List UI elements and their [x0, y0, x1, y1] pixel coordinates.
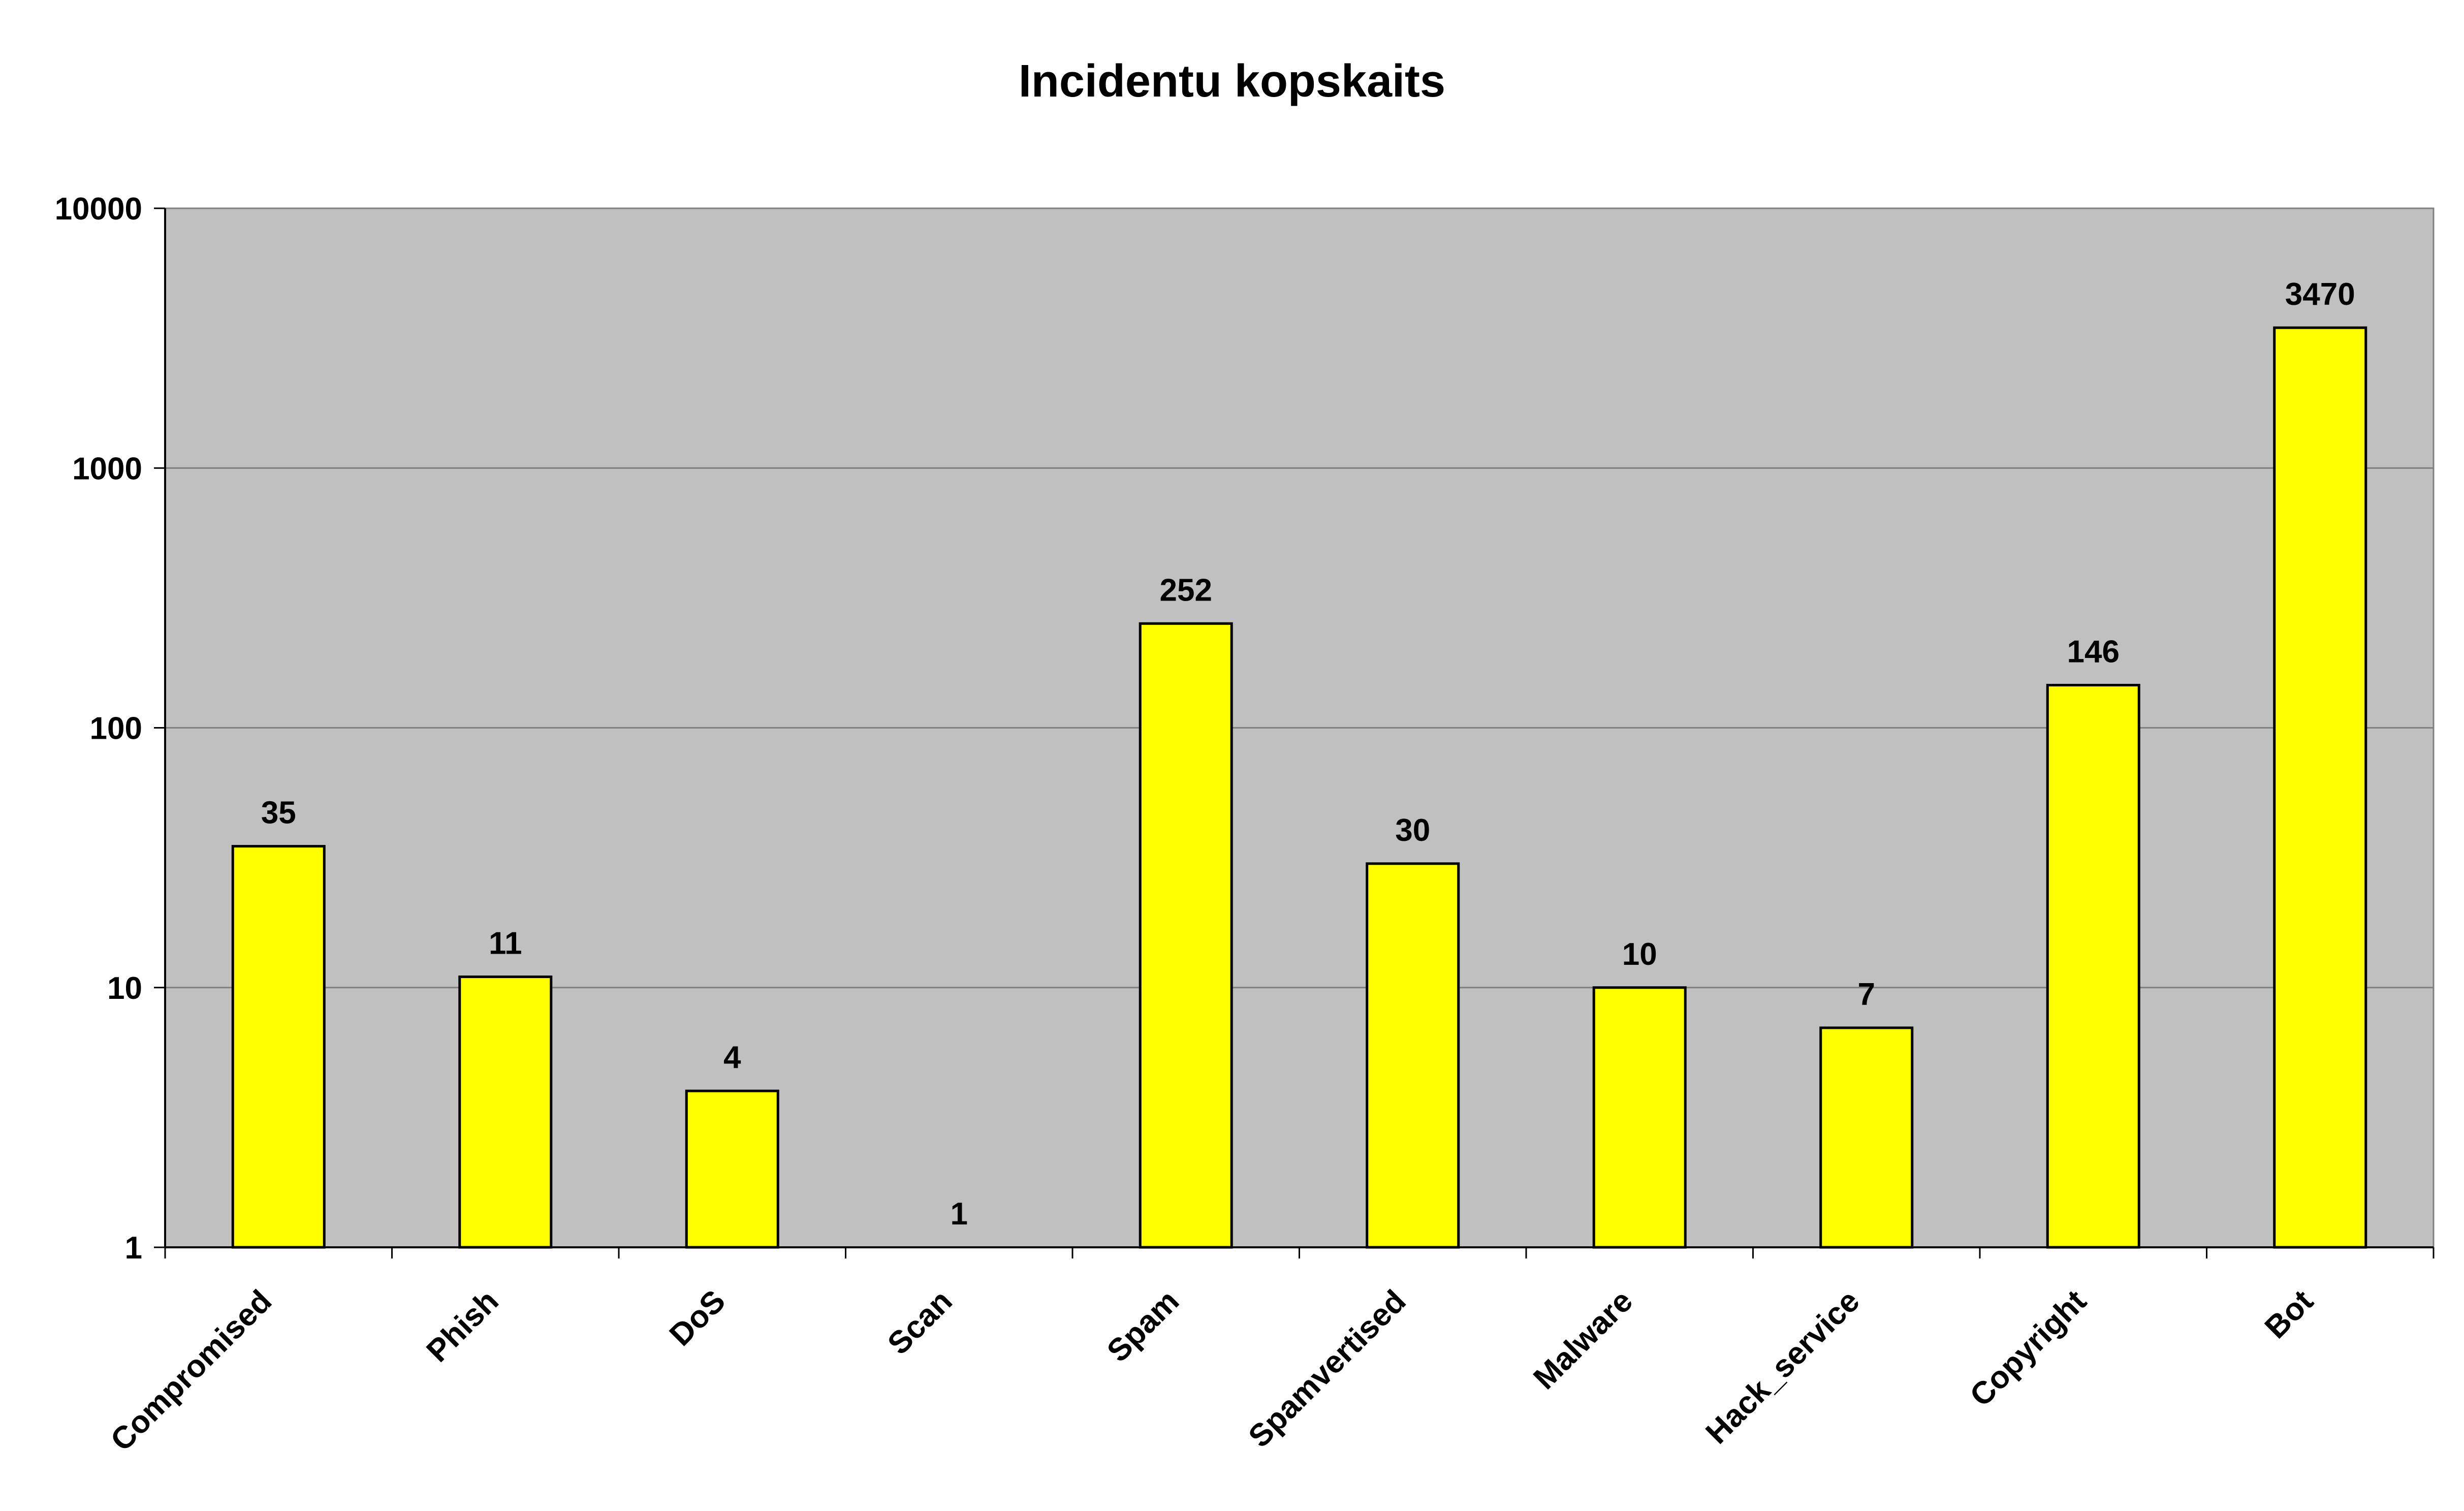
data-label: 35	[261, 796, 296, 831]
bar-copyright	[2046, 683, 2140, 1249]
x-tick-label: DoS	[663, 1283, 732, 1352]
bar-dos	[685, 1089, 779, 1249]
data-label: 146	[2067, 634, 2120, 669]
x-tick-label: Spamvertised	[1242, 1283, 1412, 1454]
y-tick-label: 1	[125, 1231, 142, 1266]
bar-spamvertised	[1366, 862, 1460, 1249]
x-tick-label: Hack_service	[1699, 1283, 1867, 1451]
bar-bot	[2273, 326, 2367, 1249]
x-tick-label: Spam	[1100, 1283, 1186, 1369]
data-label: 252	[1160, 573, 1212, 608]
bar-hack_service	[1819, 1026, 1914, 1249]
x-tick-label: Copyright	[1963, 1283, 2093, 1413]
y-tick-label: 10000	[55, 192, 142, 227]
x-axis-labels: Compromised Phish DoS Scan Spam Spamvertised M…	[104, 1283, 2320, 1458]
y-axis-ticks: 1 10 100 1000 10000	[55, 192, 165, 1266]
x-tick-label: Scan	[881, 1283, 959, 1362]
data-label: 10	[1622, 937, 1657, 972]
bar-spam	[1139, 622, 1233, 1249]
bar-malware	[1592, 986, 1687, 1249]
data-label: 3470	[2285, 277, 2355, 312]
bar-compromised	[231, 845, 326, 1249]
y-tick-label: 10	[107, 971, 142, 1006]
x-tick-label: Compromised	[104, 1283, 279, 1458]
data-label: 4	[723, 1040, 741, 1075]
x-tick-label: Bot	[2258, 1283, 2320, 1345]
x-tick-label: Phish	[420, 1283, 505, 1369]
y-tick-label: 100	[90, 711, 142, 746]
data-labels: 35 11 4 1 252 30 10 7 146 3470	[261, 277, 2355, 1232]
y-tick-label: 1000	[72, 451, 142, 486]
data-label: 11	[489, 926, 522, 961]
data-label: 1	[951, 1197, 968, 1232]
bar-phish	[458, 975, 553, 1249]
bars	[231, 326, 2367, 1249]
chart-title: Incidentu kopskaits	[1019, 56, 1445, 107]
x-tick-label: Malware	[1527, 1283, 1639, 1396]
data-label: 7	[1858, 977, 1875, 1012]
data-label: 30	[1395, 813, 1430, 848]
